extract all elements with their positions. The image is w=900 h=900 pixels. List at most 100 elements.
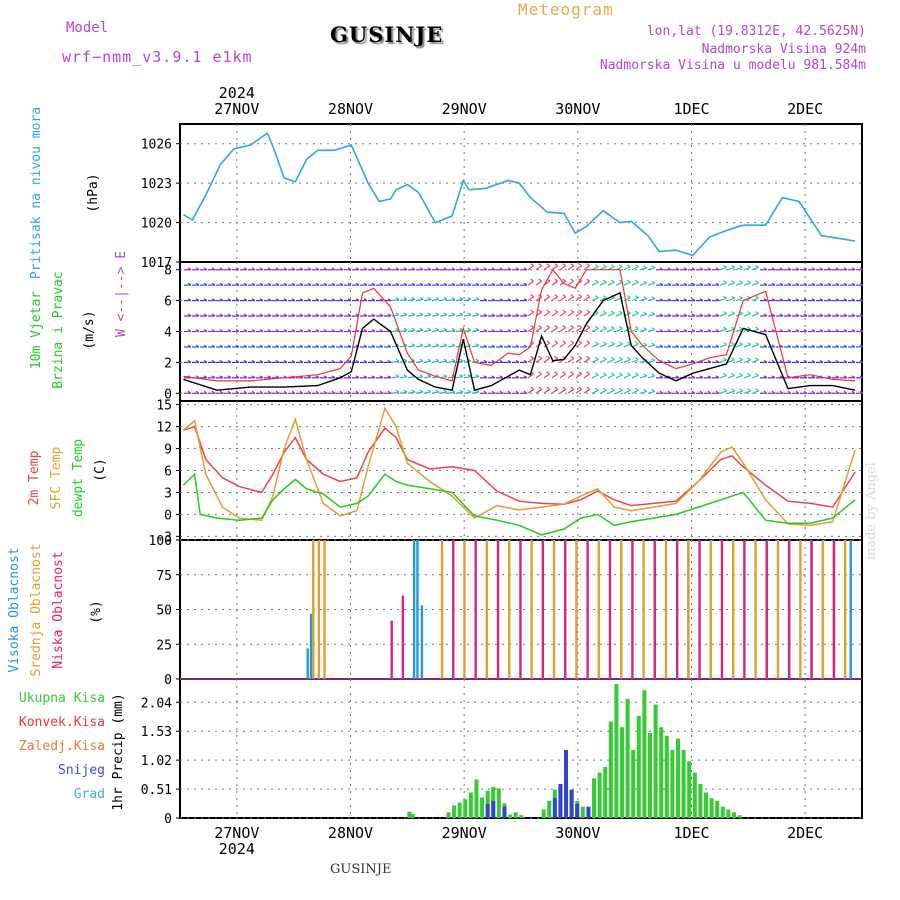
wind-arrowhead <box>379 329 384 332</box>
wind-arrowhead <box>651 311 656 315</box>
wind-arrowhead <box>523 313 528 317</box>
wind-arrowhead <box>651 358 656 362</box>
wind-arrow <box>591 343 599 348</box>
precipitation-ytick-label: 1.02 <box>141 754 172 769</box>
wind-arrowhead <box>739 357 743 361</box>
cloud-bar <box>642 540 645 679</box>
cloud-bar <box>787 540 791 679</box>
wind-arrowhead <box>339 313 344 317</box>
wind-arrow <box>719 282 727 286</box>
wind-arrowhead <box>570 309 575 313</box>
wind-arrowhead <box>267 267 272 271</box>
wind-arrowhead <box>371 375 376 379</box>
wind-arrowhead <box>619 326 623 330</box>
wind-arrowhead <box>627 356 631 360</box>
wind-arrowhead <box>203 375 208 379</box>
wind-arrowhead <box>443 358 448 362</box>
wind-arrowhead <box>243 282 248 286</box>
precip-bar <box>468 792 473 818</box>
wind-arrowhead <box>251 313 256 317</box>
wind-arrow <box>551 388 559 394</box>
precip-bar <box>625 698 630 818</box>
wind-arrowhead <box>723 295 727 299</box>
wind-arrowhead <box>538 278 543 282</box>
wind-arrow <box>607 358 615 363</box>
wind-arrowhead <box>435 296 440 300</box>
wind-arrowhead <box>283 298 288 302</box>
wind-arrowhead <box>299 282 304 286</box>
wind-arrow <box>607 312 615 317</box>
temp-2m-label: 2m Temp <box>27 450 42 505</box>
wind-arrow <box>607 389 615 394</box>
wind-arrowhead <box>683 390 688 394</box>
wind-arrowhead <box>747 326 751 330</box>
wind-arrowhead <box>755 311 759 315</box>
wind-arrowhead <box>795 298 800 302</box>
wind-arrowhead <box>219 344 224 348</box>
cloud-bar <box>687 540 690 679</box>
precip-bar <box>410 814 415 818</box>
wind-arrowhead <box>667 329 672 332</box>
wind-arrowhead <box>803 267 808 271</box>
precip-bar <box>541 809 546 818</box>
wind-arrowhead <box>603 264 607 268</box>
wind-arrowhead <box>259 344 264 348</box>
wind-arrowhead <box>419 312 424 316</box>
wind-arrowhead <box>715 313 720 317</box>
wind-arrowhead <box>227 359 232 363</box>
wind-arrowhead <box>283 359 288 363</box>
wind-arrowhead <box>611 279 615 283</box>
wind-arrowhead <box>443 327 448 331</box>
wind-arrowhead <box>307 329 312 332</box>
wind-arrow <box>575 265 583 271</box>
wind-arrowhead <box>835 313 840 317</box>
wind-arrowhead <box>795 390 800 394</box>
wind-arrow <box>535 326 543 332</box>
wind-arrowhead <box>323 282 328 286</box>
wind-arrow <box>719 390 727 394</box>
wind-arrowhead <box>530 263 535 267</box>
wind-arrowhead <box>267 298 272 302</box>
cloud-bar <box>664 540 668 679</box>
wind-arrowhead <box>499 313 504 317</box>
wind-arrowhead <box>371 267 376 271</box>
wind-arrowhead <box>291 390 296 394</box>
wind-arrowhead <box>859 359 864 363</box>
wind-arrowhead <box>755 372 759 376</box>
wind-arrow <box>415 314 423 317</box>
wind-arrowhead <box>659 267 664 271</box>
wind-arrow <box>551 311 559 317</box>
wind-arrowhead <box>307 267 312 271</box>
temperature-ytick-label: 0 <box>164 508 172 523</box>
wind-arrowhead <box>323 267 328 271</box>
wind-arrowhead <box>459 389 464 393</box>
wind-arrowhead <box>243 313 248 317</box>
wind-arrow <box>399 391 407 394</box>
precipitation-frame <box>179 678 863 819</box>
precip-bar <box>698 783 703 818</box>
wind-arrow <box>583 311 591 317</box>
wind-arrowhead <box>763 267 768 271</box>
top-date-tick: 27NOV <box>214 100 259 118</box>
cloud-bar <box>620 540 623 679</box>
wind-arrowhead <box>427 358 432 362</box>
wind-arrowhead <box>723 372 727 376</box>
wind-arrowhead <box>291 329 296 332</box>
wind-arrowhead <box>419 282 424 286</box>
wind-arrow <box>567 357 575 363</box>
wind-arrowhead <box>427 343 432 347</box>
cloud-bar <box>323 540 326 679</box>
wind-arrowhead <box>523 329 528 332</box>
wind-arrowhead <box>715 298 720 302</box>
wind-arrow <box>615 281 623 286</box>
wind-arrowhead <box>203 344 208 348</box>
wind-arrowhead <box>427 282 432 286</box>
wind-arrowhead <box>435 343 440 347</box>
wind-arrow <box>599 389 607 394</box>
wind-arrowhead <box>347 375 352 379</box>
wind-arrowhead <box>507 298 512 302</box>
wind-arrowhead <box>419 389 424 393</box>
wind-arrowhead <box>379 313 384 317</box>
cloud-low-label: Niska Oblacnost <box>51 551 66 668</box>
wind-arrowhead <box>691 282 696 286</box>
